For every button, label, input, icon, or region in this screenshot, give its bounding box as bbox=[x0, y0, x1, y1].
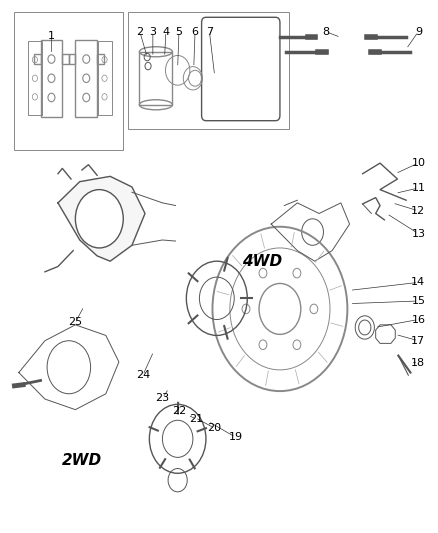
Text: 3: 3 bbox=[149, 27, 156, 37]
Bar bbox=[34, 54, 41, 64]
Text: 25: 25 bbox=[68, 317, 82, 327]
Text: 4: 4 bbox=[162, 27, 170, 37]
Bar bbox=[139, 52, 173, 105]
Text: 20: 20 bbox=[208, 423, 222, 433]
Bar bbox=[98, 41, 112, 115]
Bar bbox=[69, 54, 75, 64]
Text: 13: 13 bbox=[411, 229, 425, 239]
Text: 1: 1 bbox=[48, 31, 55, 41]
Text: 14: 14 bbox=[411, 277, 425, 287]
Bar bbox=[41, 40, 62, 117]
Text: 19: 19 bbox=[229, 432, 243, 442]
Text: 23: 23 bbox=[155, 393, 170, 403]
Text: 15: 15 bbox=[411, 296, 425, 306]
Bar bbox=[62, 54, 69, 64]
Text: 22: 22 bbox=[172, 406, 186, 416]
Text: 9: 9 bbox=[415, 27, 422, 37]
Text: 2WD: 2WD bbox=[62, 453, 102, 467]
Text: 21: 21 bbox=[189, 414, 203, 424]
Text: 8: 8 bbox=[322, 27, 329, 37]
Text: 6: 6 bbox=[191, 27, 198, 37]
Bar bbox=[75, 40, 97, 117]
Text: 16: 16 bbox=[411, 314, 425, 325]
Text: 24: 24 bbox=[136, 370, 150, 380]
Text: 7: 7 bbox=[206, 27, 213, 37]
Text: 2: 2 bbox=[136, 27, 143, 37]
Text: 10: 10 bbox=[411, 158, 425, 168]
Bar bbox=[97, 54, 104, 64]
Text: 18: 18 bbox=[411, 358, 425, 368]
Polygon shape bbox=[58, 176, 145, 261]
Text: 11: 11 bbox=[411, 183, 425, 193]
Bar bbox=[28, 41, 42, 115]
Text: 17: 17 bbox=[411, 336, 425, 346]
Circle shape bbox=[75, 190, 123, 248]
Text: 4WD: 4WD bbox=[243, 254, 283, 269]
Text: 12: 12 bbox=[411, 206, 425, 216]
Text: 5: 5 bbox=[176, 27, 183, 37]
